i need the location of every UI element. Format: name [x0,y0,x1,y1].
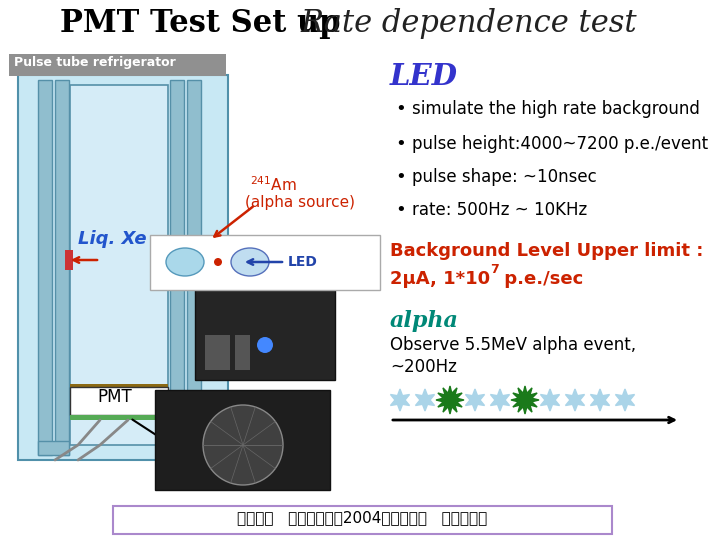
Bar [170,80,184,455]
Bar [65,250,73,270]
Circle shape [257,337,273,353]
Bar [205,335,230,370]
FancyBboxPatch shape [9,54,226,76]
Text: Liq. Xe: Liq. Xe [78,230,147,248]
Text: (alpha source): (alpha source) [245,195,355,210]
Polygon shape [390,389,410,411]
Text: •: • [395,135,406,153]
Bar [38,441,69,455]
Bar [195,270,335,380]
Text: $^{241}$Am: $^{241}$Am [250,175,297,194]
Polygon shape [490,389,510,411]
Text: LED: LED [288,255,318,269]
Text: Background Level Upper limit :: Background Level Upper limit : [390,242,703,260]
Polygon shape [590,389,610,411]
Text: p.e./sec: p.e./sec [498,270,583,288]
Bar [18,75,228,460]
Text: 久松康子   日本物理学会2004年秋季大会   ＠高知大学: 久松康子 日本物理学会2004年秋季大会 ＠高知大学 [237,510,487,525]
Bar [70,387,168,415]
Polygon shape [541,389,559,411]
Bar [187,80,201,455]
Polygon shape [616,389,634,411]
Bar [70,85,168,445]
Text: PMT Test Set up: PMT Test Set up [60,8,341,39]
Bar [155,390,330,490]
Polygon shape [465,389,485,411]
Text: alpha: alpha [390,310,459,332]
Polygon shape [436,386,464,414]
Bar [235,335,250,370]
Text: •: • [395,201,406,219]
Bar [150,235,380,290]
Text: Observe 5.5MeV alpha event,: Observe 5.5MeV alpha event, [390,336,636,354]
Circle shape [214,258,222,266]
Text: simulate the high rate background: simulate the high rate background [412,100,700,118]
Polygon shape [511,386,539,414]
Text: Pulse tube refrigerator: Pulse tube refrigerator [14,56,176,69]
Text: ~200Hz: ~200Hz [390,358,457,376]
Text: Rate dependence test: Rate dependence test [300,8,636,39]
FancyBboxPatch shape [113,506,612,534]
Text: PMT: PMT [97,388,132,406]
Bar [70,384,168,390]
Bar [38,80,52,455]
Bar [70,415,168,420]
Text: 7: 7 [490,263,499,276]
Text: rate: 500Hz ~ 10KHz: rate: 500Hz ~ 10KHz [412,201,588,219]
Text: pulse height:4000~7200 p.e./event: pulse height:4000~7200 p.e./event [412,135,708,153]
Text: pulse shape: ~10nsec: pulse shape: ~10nsec [412,168,597,186]
Polygon shape [415,389,435,411]
Circle shape [203,405,283,485]
Ellipse shape [166,248,204,276]
Text: LED: LED [390,62,458,91]
Text: 2μA, 1*10: 2μA, 1*10 [390,270,490,288]
Bar [55,80,69,455]
Text: •: • [395,100,406,118]
Text: •: • [395,168,406,186]
Ellipse shape [231,248,269,276]
Polygon shape [565,389,585,411]
